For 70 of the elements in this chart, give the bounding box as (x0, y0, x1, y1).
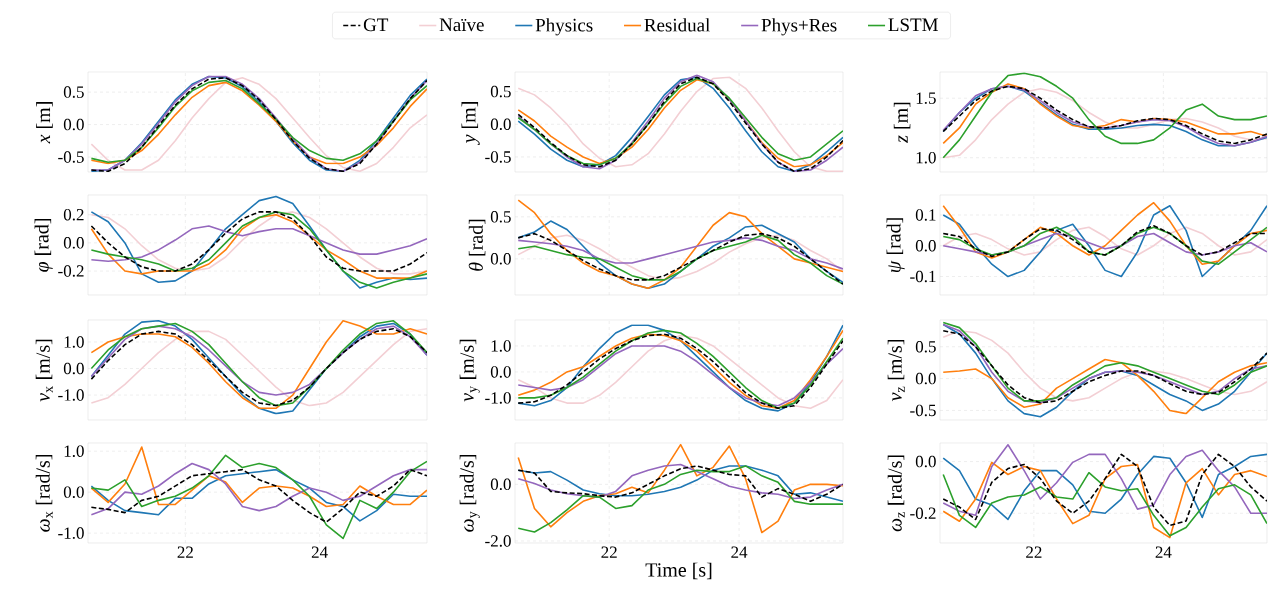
y-axis-title: z [m] (893, 102, 911, 144)
y-axis-title: ω$_{y}$ [rad/s] (459, 455, 480, 532)
line-series (942, 443, 1267, 517)
x-tick-label: 24 (1155, 546, 1172, 558)
y-axis-title: θ [rad] (468, 219, 486, 271)
y-tick-label: 0.0 (63, 486, 84, 498)
line-series (517, 237, 843, 270)
legend-label: Physics (535, 18, 593, 36)
y-axis-title: x [m] (36, 102, 53, 144)
y-tick-label: 0.0 (915, 455, 936, 468)
y-tick-label: -1.0 (58, 389, 84, 401)
y-axis-title: y [m] (461, 102, 480, 146)
y-axis-title: ω$_{z}$ [rad/s] (887, 455, 905, 532)
line-series (90, 195, 428, 289)
y-tick-label: 0.5 (63, 86, 84, 98)
y-tick-label: -0.5 (485, 151, 511, 163)
y-tick-label: 0.0 (490, 253, 511, 265)
y-tick-label: 1.5 (916, 92, 936, 104)
line-series (90, 454, 428, 540)
line-series (942, 226, 1267, 266)
y-tick-label: -2.0 (485, 535, 511, 547)
y-tick-label: 0.2 (63, 208, 84, 221)
y-tick-label: 0.0 (915, 239, 936, 252)
line-series (90, 446, 428, 508)
line-series (90, 325, 428, 396)
x-tick-label: 22 (601, 546, 617, 558)
y-axis-title: v$_{z}$ [m/s] (887, 340, 905, 402)
y-tick-label: 0.1 (915, 209, 936, 221)
line-series (942, 461, 1267, 539)
x-tick-label: 22 (1026, 546, 1042, 558)
line-series (942, 201, 1267, 266)
y-tick-label: 0.0 (915, 372, 936, 385)
y-tick-label: -0.2 (910, 507, 936, 520)
legend-label: Phys+Res (761, 18, 837, 36)
line-series (942, 471, 1267, 537)
x-tick-label: 24 (731, 546, 748, 558)
y-tick-label: 1.0 (64, 336, 84, 348)
legend-label: Naïve (439, 18, 484, 32)
legend-label: GT (363, 18, 389, 32)
x-axis-title: Time [s] (645, 562, 712, 580)
y-tick-label: -0.5 (58, 151, 84, 163)
legend-label: LSTM (888, 18, 938, 32)
y-tick-label: 0.5 (490, 85, 511, 98)
line-series (942, 87, 1267, 159)
y-tick-label: -0.2 (58, 265, 84, 277)
y-tick-label: -0.1 (910, 270, 936, 283)
y-tick-label: 0.0 (490, 478, 511, 491)
y-tick-label: 0.0 (63, 237, 84, 249)
y-tick-label: 0.0 (490, 366, 511, 378)
y-tick-label: 1.0 (491, 340, 511, 352)
y-axis-title: v$_{x}$ [m/s] (35, 339, 53, 402)
x-tick-label: 22 (177, 546, 193, 558)
line-series (942, 72, 1267, 159)
y-axis-title: φ [rad] (34, 219, 53, 272)
y-tick-label: -0.5 (910, 404, 936, 417)
y-tick-label: 1.0 (64, 445, 84, 457)
y-tick-label: 1.0 (916, 151, 936, 164)
y-axis-title: ω$_{x}$ [rad/s] (35, 455, 53, 532)
x-tick-label: 24 (311, 546, 328, 558)
y-tick-label: 0.0 (63, 362, 84, 375)
y-tick-label: -1.0 (58, 527, 84, 539)
y-tick-label: 0.5 (915, 340, 936, 353)
y-tick-label: 0.5 (490, 211, 511, 223)
y-tick-label: 0.0 (63, 118, 84, 131)
line-series (517, 443, 843, 534)
y-tick-label: 0.0 (490, 118, 511, 131)
y-tick-label: -1.0 (485, 392, 511, 404)
legend-label: Residual (644, 18, 710, 32)
y-axis-title: v$_{y}$ [m/s] (459, 339, 480, 402)
y-axis-title: ψ [rad] (886, 218, 905, 273)
